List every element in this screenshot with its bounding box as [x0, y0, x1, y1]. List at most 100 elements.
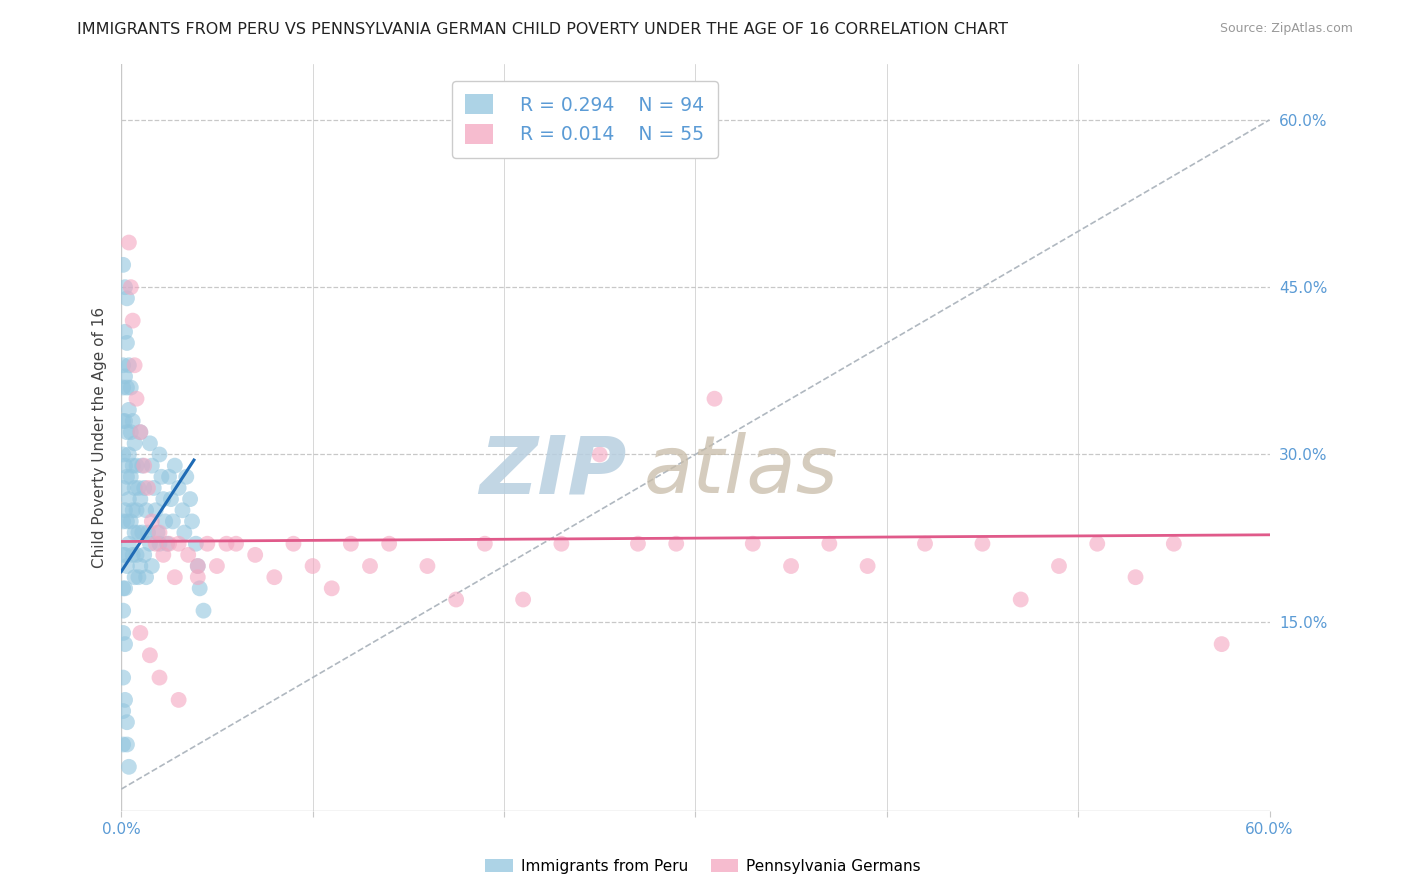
- Point: [139, 537, 162, 551]
- Point: [135, 570, 157, 584]
- Point: [512, 592, 534, 607]
- Point: [114, 280, 136, 294]
- Point: [114, 548, 136, 562]
- Point: [340, 537, 363, 551]
- Point: [120, 470, 142, 484]
- Point: [856, 559, 879, 574]
- Point: [115, 559, 138, 574]
- Point: [114, 693, 136, 707]
- Point: [127, 525, 149, 540]
- Point: [124, 436, 146, 450]
- Point: [301, 559, 323, 574]
- Point: [112, 414, 135, 428]
- Point: [115, 380, 138, 394]
- Point: [263, 570, 285, 584]
- Point: [112, 380, 135, 394]
- Point: [141, 458, 163, 473]
- Point: [112, 671, 135, 685]
- Point: [112, 548, 135, 562]
- Point: [157, 470, 180, 484]
- Point: [115, 738, 138, 752]
- Point: [378, 537, 401, 551]
- Point: [115, 470, 138, 484]
- Point: [148, 448, 170, 462]
- Point: [1211, 637, 1233, 651]
- Point: [188, 582, 211, 596]
- Point: [1125, 570, 1147, 584]
- Point: [173, 525, 195, 540]
- Point: [114, 637, 136, 651]
- Point: [124, 570, 146, 584]
- Point: [914, 537, 936, 551]
- Point: [818, 537, 841, 551]
- Point: [112, 481, 135, 495]
- Point: [163, 458, 186, 473]
- Point: [127, 481, 149, 495]
- Point: [703, 392, 725, 406]
- Point: [112, 738, 135, 752]
- Point: [187, 559, 209, 574]
- Point: [115, 425, 138, 440]
- Point: [131, 458, 153, 473]
- Point: [120, 280, 142, 294]
- Point: [187, 559, 209, 574]
- Point: [589, 448, 612, 462]
- Point: [141, 515, 163, 529]
- Point: [174, 470, 197, 484]
- Point: [121, 414, 143, 428]
- Point: [148, 525, 170, 540]
- Point: [114, 582, 136, 596]
- Point: [114, 369, 136, 384]
- Point: [120, 515, 142, 529]
- Point: [134, 458, 156, 473]
- Point: [205, 559, 228, 574]
- Point: [179, 492, 201, 507]
- Point: [125, 503, 148, 517]
- Point: [120, 380, 142, 394]
- Point: [416, 559, 439, 574]
- Point: [121, 548, 143, 562]
- Point: [1085, 537, 1108, 551]
- Point: [150, 470, 173, 484]
- Point: [112, 582, 135, 596]
- Point: [114, 414, 136, 428]
- Point: [115, 515, 138, 529]
- Y-axis label: Child Poverty Under the Age of 16: Child Poverty Under the Age of 16: [93, 307, 107, 568]
- Point: [152, 548, 174, 562]
- Point: [444, 592, 467, 607]
- Point: [121, 503, 143, 517]
- Point: [155, 515, 177, 529]
- Point: [125, 458, 148, 473]
- Point: [129, 559, 152, 574]
- Point: [139, 436, 162, 450]
- Point: [321, 582, 343, 596]
- Point: [141, 559, 163, 574]
- Point: [112, 704, 135, 718]
- Point: [124, 481, 146, 495]
- Text: ZIP: ZIP: [479, 433, 627, 510]
- Point: [134, 481, 156, 495]
- Point: [124, 525, 146, 540]
- Point: [118, 760, 141, 774]
- Point: [125, 392, 148, 406]
- Point: [665, 537, 688, 551]
- Legend: Immigrants from Peru, Pennsylvania Germans: Immigrants from Peru, Pennsylvania Germa…: [479, 853, 927, 880]
- Point: [121, 313, 143, 327]
- Point: [112, 448, 135, 462]
- Point: [162, 515, 184, 529]
- Point: [118, 235, 141, 250]
- Point: [139, 648, 162, 663]
- Point: [172, 503, 194, 517]
- Point: [112, 626, 135, 640]
- Text: atlas: atlas: [644, 433, 838, 510]
- Point: [135, 503, 157, 517]
- Point: [167, 537, 190, 551]
- Point: [114, 325, 136, 339]
- Point: [1047, 559, 1070, 574]
- Point: [148, 671, 170, 685]
- Point: [225, 537, 247, 551]
- Point: [145, 537, 167, 551]
- Point: [125, 548, 148, 562]
- Point: [741, 537, 763, 551]
- Point: [142, 481, 165, 495]
